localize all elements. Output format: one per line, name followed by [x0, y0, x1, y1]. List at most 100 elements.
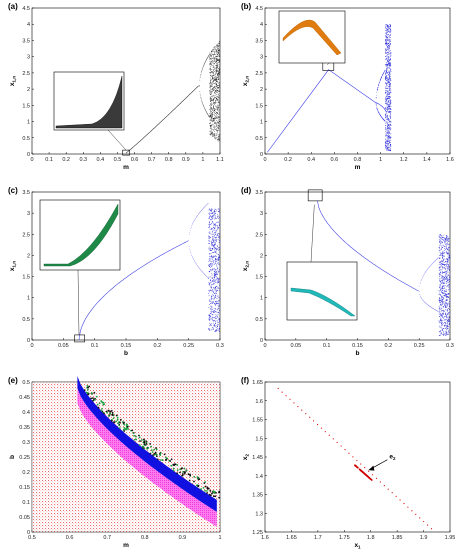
chaos-point — [385, 138, 386, 140]
chaos-point — [208, 282, 210, 283]
chaos-point — [439, 280, 441, 282]
chaos-point — [446, 268, 448, 270]
chaos-point — [442, 313, 443, 315]
chaos-point — [215, 75, 217, 77]
chaos-point — [438, 313, 440, 315]
chaos-point — [388, 71, 390, 73]
chaos-point — [218, 306, 220, 308]
y-axis-label-text: x2,n — [242, 261, 250, 271]
chaos-point — [448, 276, 450, 278]
chaos-point — [214, 130, 215, 132]
chaos-point — [215, 138, 217, 140]
chaos-point — [390, 50, 391, 52]
chaos-point — [213, 95, 215, 97]
chaos-point — [446, 253, 448, 255]
chaos-point — [214, 293, 216, 295]
chaos-point — [448, 316, 450, 317]
x-tick-label: 0.3 — [446, 343, 454, 349]
bifurcation-point — [190, 226, 192, 228]
chaos-point — [211, 211, 212, 213]
chaos-point — [210, 114, 212, 116]
chaos-point — [389, 114, 391, 115]
chaos-point — [444, 272, 445, 273]
chaos-point — [388, 127, 390, 128]
chaos-point — [209, 64, 211, 66]
chaos-point — [213, 260, 215, 261]
chaos-point — [215, 68, 217, 70]
chaos-point — [216, 115, 218, 117]
chaos-point — [219, 320, 220, 321]
chaos-point — [445, 236, 447, 238]
chaos-point — [211, 111, 212, 112]
chaos-point — [389, 28, 391, 29]
chaos-point — [211, 117, 212, 118]
chaos-point — [209, 123, 211, 125]
chaos-point — [214, 227, 216, 229]
chaos-point — [439, 240, 441, 242]
chaos-point — [212, 71, 214, 73]
chaos-point — [388, 45, 390, 47]
chaos-point — [215, 82, 216, 84]
chaos-point — [388, 106, 389, 108]
chaos-point — [210, 75, 212, 77]
orbit-point — [411, 510, 413, 512]
chaos-point — [215, 124, 217, 125]
chaos-point — [217, 65, 219, 67]
chaos-point — [447, 314, 449, 315]
chaos-point — [387, 46, 388, 48]
bifurcation-point — [421, 298, 423, 300]
chaos-point — [442, 297, 444, 299]
boundary-point — [155, 455, 158, 458]
chaos-point — [209, 119, 211, 121]
bifurcation-point — [206, 276, 208, 277]
chaos-point — [442, 323, 444, 324]
chaos-point — [216, 53, 218, 55]
x-tick-label: 0.5 — [114, 157, 122, 163]
bifurcation-point — [202, 208, 204, 209]
chaos-point — [218, 208, 220, 210]
y-tick-label: 1 — [260, 120, 263, 126]
chaos-point — [386, 106, 388, 108]
chaos-point — [386, 129, 388, 131]
chaos-point — [217, 81, 218, 83]
boundary-point — [135, 435, 137, 438]
chaos-point — [215, 106, 217, 107]
chaos-point — [211, 98, 212, 99]
chaos-point — [212, 119, 214, 121]
chaos-point — [215, 80, 216, 81]
chaos-point — [216, 312, 218, 313]
chaos-point — [439, 273, 440, 274]
boundary-point — [93, 398, 96, 401]
chaos-point — [217, 267, 219, 269]
chaos-point — [387, 60, 389, 62]
chaos-point — [218, 64, 220, 65]
chaos-point — [386, 65, 388, 67]
chaos-point — [443, 293, 445, 295]
chaos-point — [445, 318, 447, 320]
y-tick-label: 0.5 — [22, 317, 30, 323]
chaos-point — [443, 330, 445, 332]
boundary-point — [111, 413, 114, 416]
chaos-point — [444, 237, 446, 239]
chaos-point — [439, 302, 441, 303]
chaos-point — [448, 265, 450, 267]
chaos-point — [389, 85, 391, 87]
chaos-point — [449, 275, 450, 277]
chaos-point — [211, 221, 213, 222]
chaos-point — [387, 136, 389, 138]
chaos-point — [211, 301, 213, 303]
chaos-point — [444, 302, 446, 304]
bifurcation-point — [438, 311, 439, 312]
chaos-point — [212, 230, 214, 232]
x-axis-label-text: m — [123, 164, 129, 171]
chaos-point — [211, 323, 212, 325]
chaos-point — [387, 38, 388, 40]
chaos-point — [215, 247, 217, 249]
chaos-point — [217, 77, 218, 79]
y-tick-label: 3 — [27, 55, 30, 61]
chaos-point — [218, 304, 220, 306]
bifurcation-point — [203, 105, 204, 107]
chaos-point — [445, 299, 447, 301]
chaos-point — [210, 125, 211, 127]
chaos-point — [386, 150, 388, 152]
